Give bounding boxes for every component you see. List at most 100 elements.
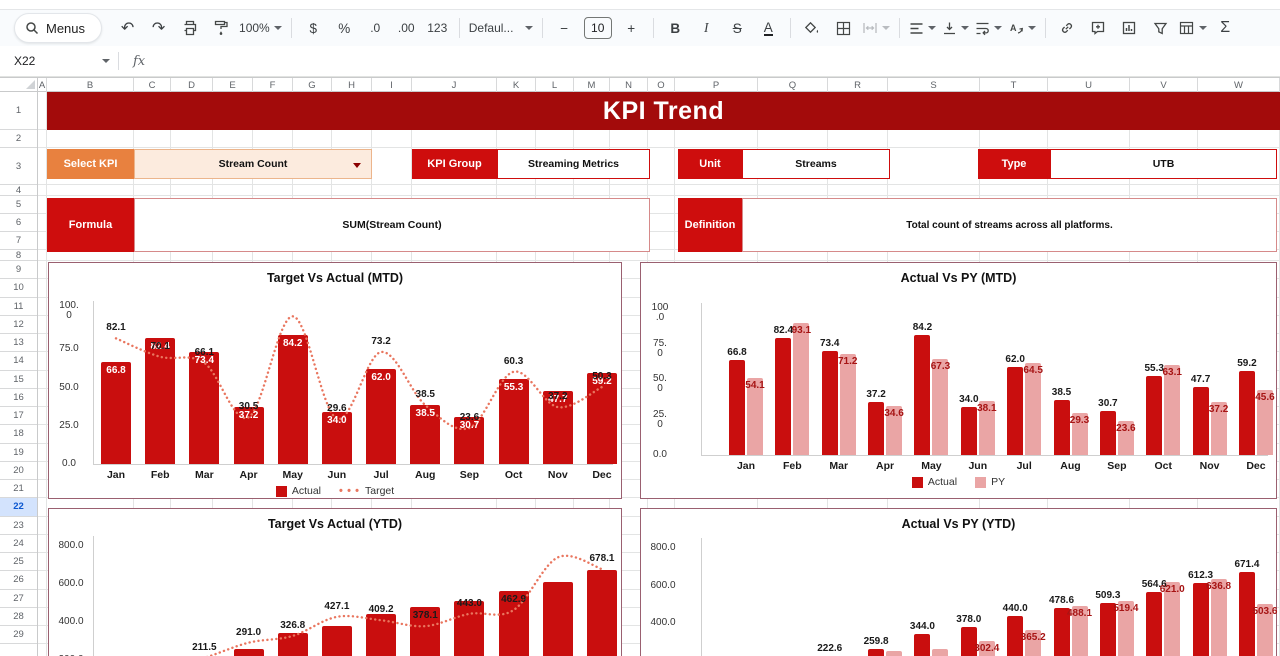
- more-formats-button[interactable]: 123: [427, 21, 448, 35]
- font-size-input[interactable]: 10: [583, 17, 612, 39]
- insert-chart-button[interactable]: [1114, 16, 1145, 41]
- row-header-12[interactable]: 12: [0, 316, 37, 334]
- row-header-1[interactable]: 1: [0, 92, 37, 130]
- row-header-27[interactable]: 27: [0, 590, 37, 608]
- print-button[interactable]: [174, 16, 205, 41]
- column-header-J[interactable]: J: [412, 78, 497, 92]
- column-header-U[interactable]: U: [1048, 78, 1130, 92]
- row-header-28[interactable]: 28: [0, 608, 37, 626]
- insert-link-button[interactable]: [1052, 16, 1083, 41]
- zoom-select[interactable]: 100%: [236, 16, 285, 41]
- menus-search[interactable]: Menus: [14, 13, 103, 43]
- row-header-2[interactable]: 2: [0, 130, 37, 148]
- text-wrap-button[interactable]: [972, 16, 1005, 41]
- format-percent-button[interactable]: %: [338, 20, 351, 36]
- x-axis-line: [701, 455, 1268, 456]
- fill-color-button[interactable]: [797, 16, 828, 41]
- increase-font-size-button[interactable]: +: [627, 20, 636, 36]
- row-header-20[interactable]: 20: [0, 462, 37, 480]
- row-header-22[interactable]: 22: [0, 498, 37, 517]
- month-label: Jun: [968, 460, 988, 472]
- column-header-V[interactable]: V: [1130, 78, 1198, 92]
- column-header-K[interactable]: K: [497, 78, 536, 92]
- select-all-corner[interactable]: [0, 77, 38, 92]
- row-header-25[interactable]: 25: [0, 553, 37, 572]
- row-header-17[interactable]: 17: [0, 407, 37, 426]
- bold-button[interactable]: B: [670, 20, 681, 36]
- row-header-19[interactable]: 19: [0, 444, 37, 462]
- insert-comment-button[interactable]: [1083, 16, 1114, 41]
- merge-cells-button[interactable]: [859, 16, 893, 41]
- chevron-down-icon: [102, 59, 110, 63]
- vertical-align-button[interactable]: [939, 16, 972, 41]
- row-header-29[interactable]: 29: [0, 626, 37, 645]
- chart-target-vs-actual-ytd[interactable]: Target Vs Actual (YTD) 800.0 600.0 400.0 200…: [48, 508, 622, 656]
- row-header-4[interactable]: 4: [0, 185, 37, 196]
- row-header-3[interactable]: 3: [0, 148, 37, 185]
- row-header-10[interactable]: 10: [0, 279, 37, 298]
- py-value-label: 71.2: [837, 355, 858, 367]
- row-header-24[interactable]: 24: [0, 535, 37, 553]
- chart-actual-vs-py-mtd[interactable]: Actual Vs PY (MTD) 100 .0 75. 0 50. 0 25. 0 0…: [640, 262, 1277, 499]
- row-header-13[interactable]: 13: [0, 334, 37, 353]
- row-header-8[interactable]: 8: [0, 250, 37, 261]
- column-header-S[interactable]: S: [888, 78, 980, 92]
- strikethrough-button[interactable]: S: [732, 20, 742, 36]
- row-header-5[interactable]: 5: [0, 196, 37, 214]
- column-header-E[interactable]: E: [213, 78, 253, 92]
- redo-button[interactable]: ↷: [151, 20, 166, 37]
- column-header-H[interactable]: H: [332, 78, 372, 92]
- chart-target-vs-actual-mtd[interactable]: Target Vs Actual (MTD) 100. 0 75.0 50.0 25.0…: [48, 262, 622, 499]
- kpi-dropdown[interactable]: Stream Count: [134, 149, 372, 179]
- month-label: Oct: [504, 469, 523, 481]
- paint-format-button[interactable]: [205, 16, 236, 41]
- column-header-G[interactable]: G: [293, 78, 332, 92]
- borders-button[interactable]: [828, 16, 859, 41]
- row-header-16[interactable]: 16: [0, 389, 37, 407]
- column-header-W[interactable]: W: [1198, 78, 1280, 92]
- month-label: Feb: [783, 460, 802, 472]
- decrease-font-size-button[interactable]: −: [560, 20, 569, 36]
- column-header-T[interactable]: T: [980, 78, 1048, 92]
- italic-button[interactable]: I: [703, 20, 709, 35]
- name-box[interactable]: X22: [0, 54, 118, 68]
- decrease-decimals-button[interactable]: .0: [370, 21, 381, 35]
- py-value-label: 64.5: [1023, 365, 1043, 377]
- row-header-11[interactable]: 11: [0, 298, 37, 316]
- undo-button[interactable]: ↶: [120, 20, 135, 37]
- filter-button[interactable]: [1145, 16, 1176, 41]
- column-header-A[interactable]: A: [38, 78, 47, 92]
- row-header-26[interactable]: 26: [0, 571, 37, 590]
- font-select[interactable]: Defaul...: [466, 16, 536, 41]
- text-color-button[interactable]: A: [753, 16, 784, 41]
- column-header-R[interactable]: R: [828, 78, 888, 92]
- row-header-18[interactable]: 18: [0, 425, 37, 444]
- row-header-21[interactable]: 21: [0, 480, 37, 499]
- column-header-I[interactable]: I: [372, 78, 412, 92]
- column-header-D[interactable]: D: [171, 78, 213, 92]
- row-header-23[interactable]: 23: [0, 517, 37, 535]
- row-header-14[interactable]: 14: [0, 352, 37, 371]
- row-header-7[interactable]: 7: [0, 232, 37, 250]
- increase-decimals-button[interactable]: .00: [397, 21, 415, 35]
- column-header-M[interactable]: M: [574, 78, 610, 92]
- chart-actual-vs-py-ytd[interactable]: Actual Vs PY (YTD)800.0600.0400.0200.00.…: [640, 508, 1277, 656]
- column-header-O[interactable]: O: [648, 78, 675, 92]
- row-header-6[interactable]: 6: [0, 214, 37, 232]
- column-header-B[interactable]: B: [47, 78, 134, 92]
- column-header-L[interactable]: L: [536, 78, 574, 92]
- column-header-P[interactable]: P: [675, 78, 758, 92]
- column-header-Q[interactable]: Q: [758, 78, 828, 92]
- row-header-9[interactable]: 9: [0, 261, 37, 280]
- actual-bar-Apr: [233, 648, 264, 656]
- format-currency-button[interactable]: $: [309, 20, 317, 36]
- text-rotation-button[interactable]: A: [1005, 16, 1039, 41]
- column-header-N[interactable]: N: [610, 78, 648, 92]
- row-header-15[interactable]: 15: [0, 371, 37, 389]
- functions-button[interactable]: Σ: [1220, 19, 1231, 36]
- table-views-button[interactable]: [1176, 16, 1210, 41]
- horizontal-align-button[interactable]: [906, 16, 939, 41]
- column-header-F[interactable]: F: [253, 78, 293, 92]
- month-label: Nov: [547, 469, 568, 481]
- column-header-C[interactable]: C: [134, 78, 171, 92]
